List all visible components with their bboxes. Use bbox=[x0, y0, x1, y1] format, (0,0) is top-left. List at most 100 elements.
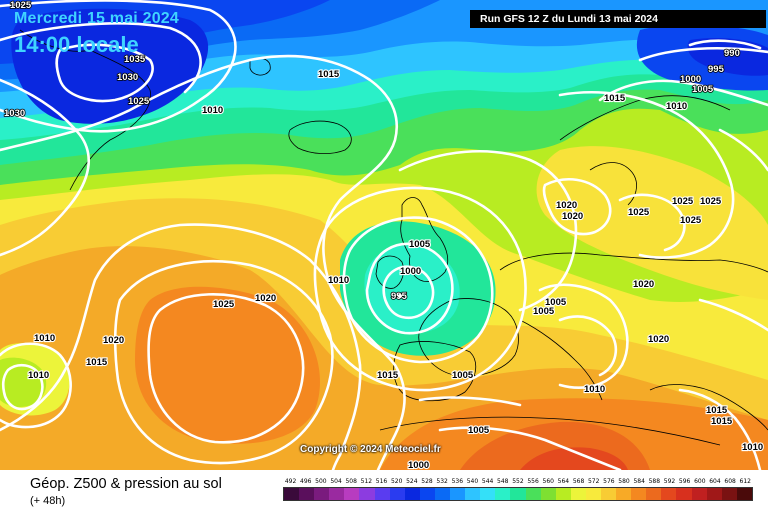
legend-swatch bbox=[706, 488, 722, 500]
isobar-label: 1015 bbox=[377, 370, 399, 381]
isobar-label: 1010 bbox=[584, 384, 605, 395]
isobar-label: 1020 bbox=[648, 334, 669, 345]
isobar-label: 1025 bbox=[680, 215, 702, 226]
legend-swatch bbox=[721, 488, 737, 500]
legend-value: 564 bbox=[557, 478, 570, 485]
legend-value: 592 bbox=[663, 478, 676, 485]
legend-swatch bbox=[284, 488, 300, 500]
isobar-label: 1020 bbox=[562, 211, 583, 222]
isobar-label: 990 bbox=[724, 48, 740, 59]
legend-swatch bbox=[299, 488, 315, 500]
legend-value: 532 bbox=[436, 478, 448, 485]
copyright-text: Copyright © 2024 Meteociel.fr bbox=[300, 444, 441, 455]
legend-swatch bbox=[419, 488, 435, 500]
isobar-label: 1000 bbox=[400, 266, 421, 277]
legend-value: 560 bbox=[542, 478, 554, 485]
isobar-label: 1025 bbox=[10, 0, 32, 11]
coastlines bbox=[19, 29, 768, 446]
legend-swatch bbox=[661, 488, 677, 500]
legend-swatch bbox=[736, 488, 752, 500]
isobar-label: 1015 bbox=[711, 416, 733, 427]
legend-swatch bbox=[480, 488, 496, 500]
isobar-label: 1030 bbox=[4, 108, 25, 119]
isobar-label: 1005 bbox=[533, 306, 555, 317]
legend-value: 548 bbox=[497, 478, 509, 485]
isobar-label: 1025 bbox=[672, 196, 694, 207]
isobar-label: 1005 bbox=[545, 297, 567, 308]
isobar-label: 1005 bbox=[468, 425, 490, 436]
legend-swatch bbox=[525, 488, 541, 500]
isobar-label: 1030 bbox=[117, 72, 138, 83]
low-center-marker bbox=[398, 294, 402, 298]
legend-swatch bbox=[314, 488, 330, 500]
isobar-label: 1020 bbox=[103, 335, 124, 346]
legend-value: 520 bbox=[390, 478, 403, 485]
legend-value: 496 bbox=[300, 478, 312, 485]
legend-swatch bbox=[540, 488, 556, 500]
legend-swatch bbox=[389, 488, 405, 500]
isobar-label: 1005 bbox=[409, 239, 431, 250]
legend-value: 584 bbox=[633, 478, 645, 485]
z500-band bbox=[520, 447, 628, 470]
isobar-label: 1035 bbox=[124, 54, 146, 65]
legend-swatch bbox=[495, 488, 511, 500]
legend-swatch bbox=[646, 488, 662, 500]
forecast-time: 14:00 locale bbox=[14, 32, 139, 57]
isobar-label: 1010 bbox=[328, 275, 349, 286]
legend-value: 588 bbox=[648, 478, 661, 485]
legend-swatch bbox=[404, 488, 420, 500]
isobar-label: 1015 bbox=[318, 69, 340, 80]
map-title: Géop. Z500 & pression au sol bbox=[30, 476, 222, 492]
legend-swatch bbox=[450, 488, 466, 500]
isobar-label: 995 bbox=[708, 64, 725, 75]
legend-swatch bbox=[434, 488, 451, 500]
legend-swatch bbox=[510, 488, 526, 500]
legend-value: 536 bbox=[451, 478, 464, 485]
map-footer: Géop. Z500 & pression au sol (+ 48h) 492… bbox=[0, 470, 768, 512]
isobar-lines bbox=[0, 0, 768, 470]
legend-value: 516 bbox=[375, 478, 388, 485]
legend-value: 580 bbox=[618, 478, 630, 485]
legend-value: 604 bbox=[709, 478, 721, 485]
isobar-label: 1000 bbox=[408, 460, 429, 470]
color-scale-legend: 492 496 500 504 508 512 516 520 524 528 532 536 540 5… bbox=[283, 478, 753, 501]
isobar-label: 1025 bbox=[628, 207, 650, 218]
legend-swatch bbox=[374, 488, 390, 500]
legend-swatch bbox=[585, 488, 601, 500]
isobar-label: 1020 bbox=[556, 200, 577, 211]
z500-band bbox=[364, 245, 460, 333]
weather-map: 1025 1035 1030 1030 1025 1030 1015 1010 … bbox=[0, 0, 768, 470]
forecast-date: Mercredi 15 mai 2024 bbox=[14, 10, 179, 27]
legend-swatch bbox=[616, 488, 632, 500]
legend-value: 504 bbox=[330, 478, 342, 485]
legend-value: 576 bbox=[603, 478, 615, 485]
legend-swatch bbox=[676, 488, 692, 500]
legend-value: 556 bbox=[527, 478, 539, 485]
legend-value: 528 bbox=[421, 478, 433, 485]
legend-swatches bbox=[283, 487, 753, 501]
isobar-label: 1010 bbox=[34, 333, 55, 344]
legend-value: 492 bbox=[284, 478, 297, 485]
legend-swatch bbox=[691, 488, 707, 500]
isobar-label: 1025 bbox=[700, 196, 722, 207]
isobar-label: 1010 bbox=[28, 370, 49, 381]
legend-swatch bbox=[570, 488, 586, 500]
z500-band bbox=[536, 146, 768, 300]
legend-swatch bbox=[631, 488, 647, 500]
legend-value: 544 bbox=[481, 478, 494, 485]
isobar-label: 1015 bbox=[86, 357, 108, 368]
isobar-label: 1000 bbox=[680, 74, 701, 85]
legend-value: 540 bbox=[466, 478, 479, 485]
legend-value: 552 bbox=[512, 478, 524, 485]
legend-swatch bbox=[600, 488, 617, 500]
isobar-label: 1025 bbox=[213, 299, 235, 310]
legend-swatch bbox=[329, 488, 345, 500]
isobar-label: 1015 bbox=[706, 405, 728, 416]
legend-value: 572 bbox=[587, 478, 600, 485]
legend-swatch bbox=[344, 488, 360, 500]
isobar-label: 1015 bbox=[604, 93, 626, 104]
isobar-label: 1005 bbox=[452, 370, 474, 381]
legend-value: 568 bbox=[572, 478, 585, 485]
isobar-label: 1020 bbox=[255, 293, 276, 304]
legend-value: 524 bbox=[406, 478, 418, 485]
